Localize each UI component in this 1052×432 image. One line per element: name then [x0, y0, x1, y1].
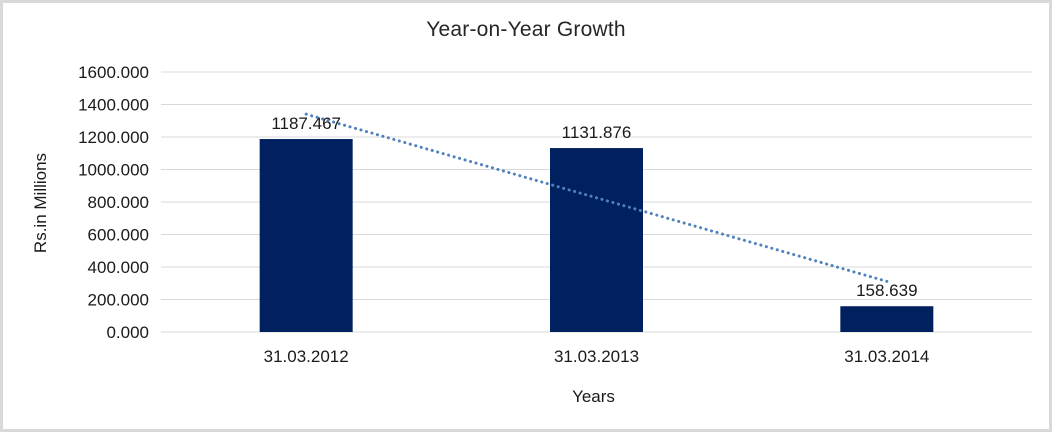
bar-value-label: 1131.876 — [562, 123, 632, 142]
y-tick-label: 1400.000 — [78, 96, 149, 115]
chart-title: Year-on-Year Growth — [426, 18, 626, 41]
bar-value-label: 1187.467 — [271, 114, 341, 133]
y-tick-label: 800.000 — [88, 193, 149, 212]
bar-31.03.2013 — [550, 148, 643, 332]
y-tick-label: 200.000 — [88, 291, 149, 310]
y-tick-label: 0.000 — [106, 323, 149, 342]
y-tick-label: 1000.000 — [78, 161, 149, 180]
y-tick-label: 1600.000 — [78, 63, 149, 82]
bar-31.03.2012 — [259, 139, 353, 332]
plot-area: 1187.467 1131.876 158.639 0.000 200.000 400.0… — [78, 63, 1032, 366]
x-category-label: 31.03.2013 — [554, 347, 639, 366]
x-axis-title: Years — [572, 387, 615, 406]
y-tick-label: 600.000 — [88, 226, 149, 245]
bar-value-label: 158.639 — [856, 281, 917, 300]
y-tick-label: 1200.000 — [78, 128, 149, 147]
y-tick-label: 400.000 — [88, 258, 149, 277]
bar-31.03.2014 — [840, 306, 934, 332]
trendline — [304, 112, 889, 283]
x-category-label: 31.03.2014 — [844, 347, 929, 366]
x-category-label: 31.03.2012 — [264, 347, 349, 366]
